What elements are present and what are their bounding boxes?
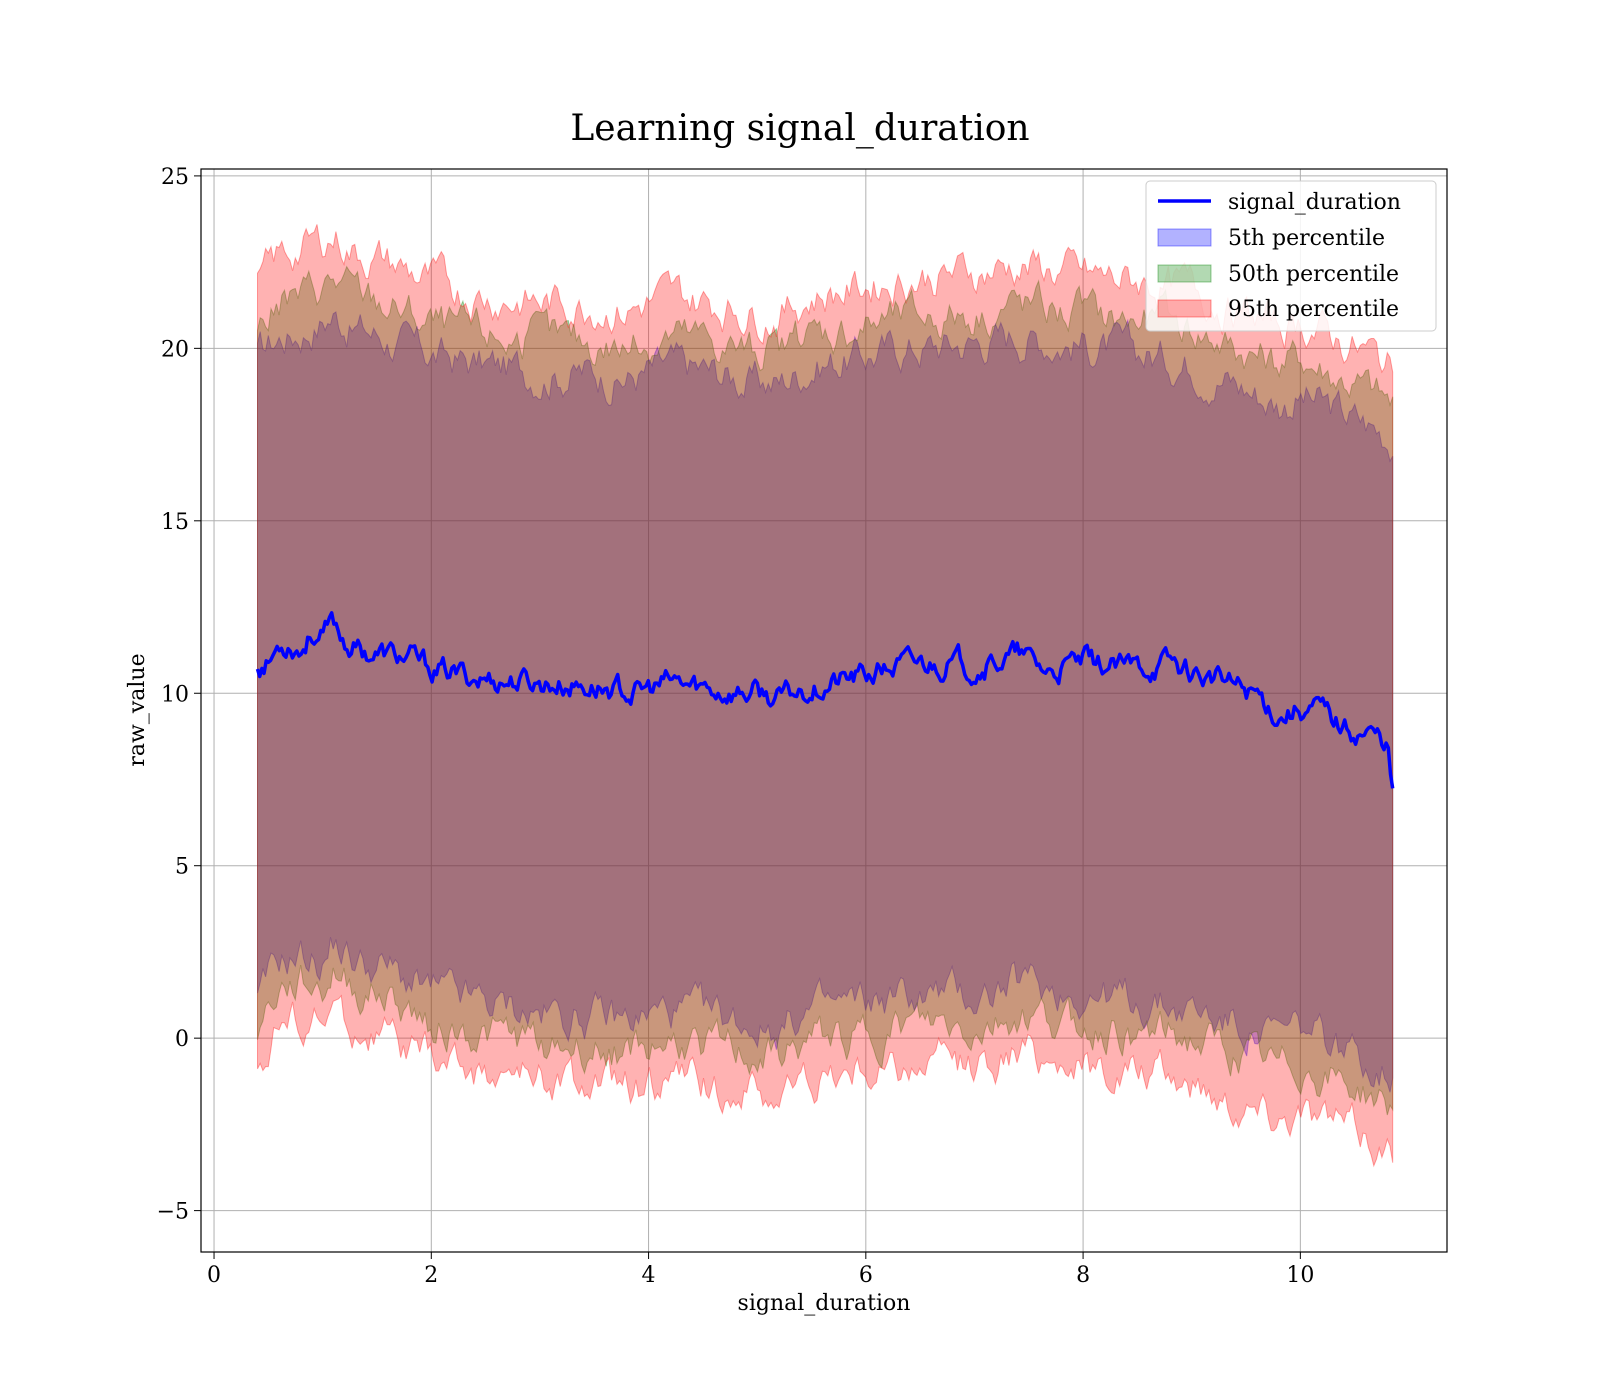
grid: [201, 169, 1447, 1252]
legend: signal_duration 5th percentile 50th perc…: [1145, 180, 1437, 332]
y-tick-label: 20: [161, 337, 189, 362]
y-tick-label: 25: [161, 165, 189, 190]
x-tick-label: 6: [859, 1263, 873, 1288]
x-axis-label: signal_duration: [738, 1291, 911, 1316]
legend-label-signal-duration: signal_duration: [1228, 190, 1401, 215]
x-axis-ticks: 0 2 4 6 8 10: [207, 1252, 1314, 1288]
y-tick-label: 0: [175, 1027, 189, 1052]
x-tick-label: 2: [424, 1263, 438, 1288]
legend-label-5th: 5th percentile: [1228, 226, 1385, 251]
chart-title: Learning signal_duration: [570, 108, 1029, 149]
signal-duration-line: [255, 611, 1395, 789]
y-tick-label: 5: [175, 855, 189, 880]
legend-swatch-50th: [1157, 264, 1212, 283]
legend-swatch-5th: [1157, 228, 1212, 247]
signal-line-layer: [255, 611, 1395, 789]
legend-swatch-95th: [1157, 299, 1212, 318]
y-tick-label: 15: [161, 510, 189, 535]
x-tick-label: 8: [1076, 1263, 1090, 1288]
band-5th-percentile: [257, 311, 1394, 1093]
plot-frame: [200, 168, 1448, 1253]
y-axis-label: raw_value: [125, 653, 150, 766]
legend-frame: [1145, 180, 1437, 332]
y-tick-label: 10: [161, 682, 189, 707]
legend-label-50th: 50th percentile: [1228, 262, 1399, 287]
percentile-bands: [257, 224, 1394, 1168]
y-axis-ticks: −5 0 5 10 15 20 25: [157, 165, 201, 1225]
y-tick-label: −5: [157, 1200, 189, 1225]
x-tick-label: 10: [1286, 1263, 1314, 1288]
x-tick-label: 0: [207, 1263, 221, 1288]
legend-label-95th: 95th percentile: [1228, 297, 1399, 322]
x-tick-label: 4: [642, 1263, 656, 1288]
